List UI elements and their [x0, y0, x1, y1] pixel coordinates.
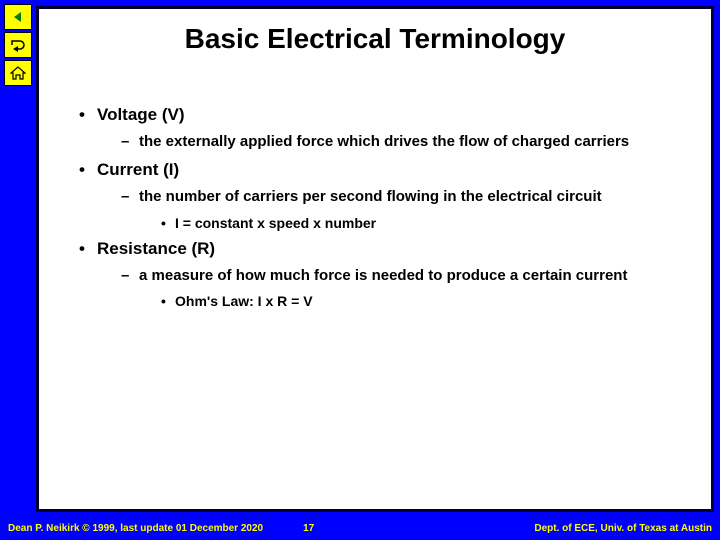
home-icon	[10, 66, 26, 80]
back-arrow-icon	[11, 10, 25, 24]
bullet-level-1: Current (I)	[79, 160, 691, 180]
slide-title: Basic Electrical Terminology	[59, 23, 691, 55]
footer: Dean P. Neikirk © 1999, last update 01 D…	[8, 523, 712, 534]
footer-dept: Dept. of ECE, Univ. of Texas at Austin	[534, 523, 712, 534]
bullet-level-1: Resistance (R)	[79, 239, 691, 259]
bullet-level-1: Voltage (V)	[79, 105, 691, 125]
nav-home-button[interactable]	[4, 60, 32, 86]
bullet-level-2: the number of carriers per second flowin…	[79, 188, 691, 207]
bullet-level-2: a measure of how much force is needed to…	[79, 267, 691, 286]
nav-button-group	[4, 4, 32, 86]
nav-return-button[interactable]	[4, 32, 32, 58]
nav-back-button[interactable]	[4, 4, 32, 30]
footer-page-number: 17	[303, 523, 314, 534]
return-icon	[10, 38, 26, 52]
slide-content: Voltage (V) the externally applied force …	[59, 105, 691, 309]
bullet-level-3: I = constant x speed x number	[79, 215, 691, 231]
bullet-level-2: the externally applied force which drive…	[79, 133, 691, 152]
slide-area: Basic Electrical Terminology Voltage (V)…	[36, 6, 714, 512]
footer-author: Dean P. Neikirk © 1999, last update 01 D…	[8, 523, 263, 534]
bullet-level-3: Ohm's Law: I x R = V	[79, 293, 691, 309]
